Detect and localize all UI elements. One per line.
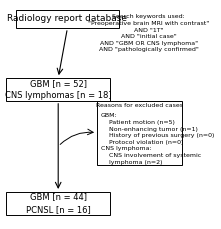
Text: GBM:
    Patient motion (n=5)
    Non-enhancing tumor (n=1)
    History of previ: GBM: Patient motion (n=5) Non-enhancing … bbox=[101, 113, 214, 165]
FancyBboxPatch shape bbox=[6, 78, 110, 101]
Text: GBM [n = 52]
CNS lymphomas [n = 18]: GBM [n = 52] CNS lymphomas [n = 18] bbox=[5, 79, 112, 100]
Text: Radiology report database: Radiology report database bbox=[8, 14, 128, 23]
Text: Search keywords used:
"Preoperative brain MRI with contrast"
AND "1T"
AND "initi: Search keywords used: "Preoperative brai… bbox=[88, 14, 209, 52]
Text: GBM [n = 44]
PCNSL [n = 16]: GBM [n = 44] PCNSL [n = 16] bbox=[26, 193, 91, 214]
FancyBboxPatch shape bbox=[6, 192, 110, 215]
Text: Reasons for excluded cases: Reasons for excluded cases bbox=[96, 103, 183, 108]
FancyBboxPatch shape bbox=[16, 10, 119, 28]
FancyBboxPatch shape bbox=[97, 101, 182, 165]
